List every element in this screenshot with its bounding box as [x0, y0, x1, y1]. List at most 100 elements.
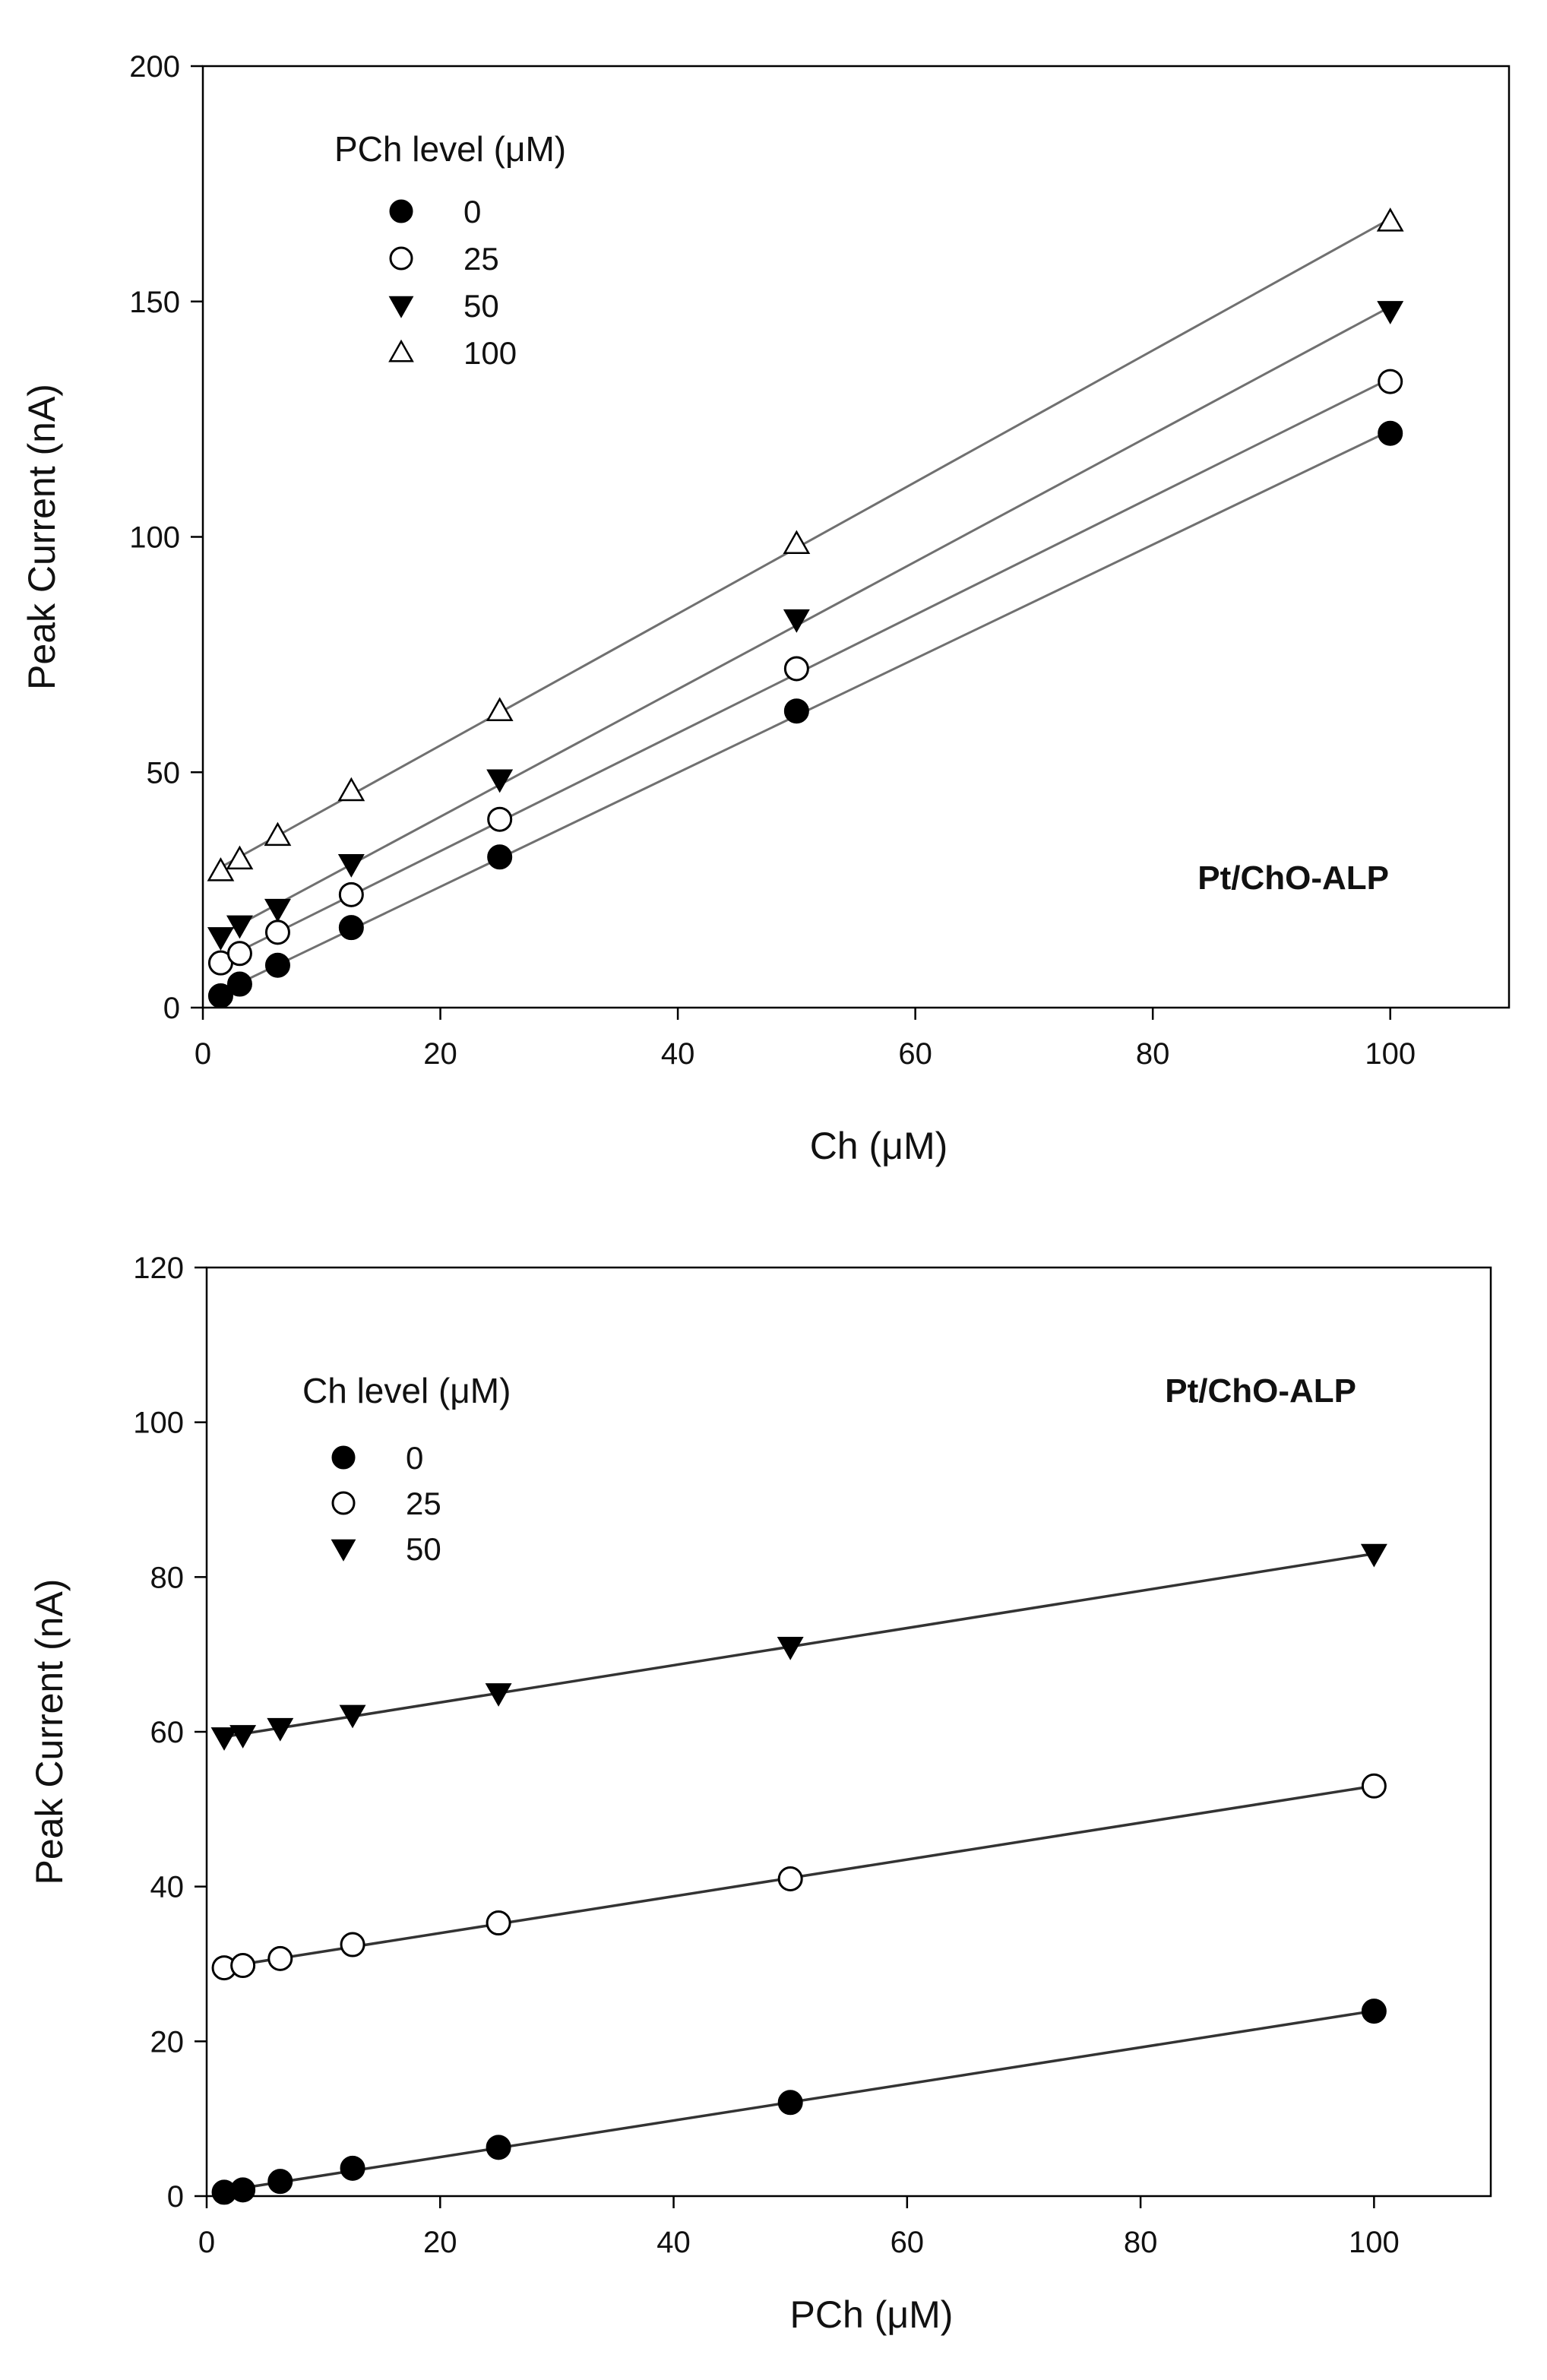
x-tick-label: 20 — [423, 1037, 457, 1071]
data-point — [264, 919, 290, 945]
legend-marker — [331, 1539, 356, 1562]
data-point — [486, 697, 514, 721]
data-point — [229, 1725, 257, 1749]
data-point — [486, 769, 514, 793]
x-axis-label: PCh (μM) — [790, 2293, 954, 2336]
data-point — [783, 698, 809, 724]
data-point — [340, 2155, 365, 2181]
data-point — [338, 881, 364, 907]
legend-marker — [389, 199, 413, 223]
y-tick-label: 0 — [163, 992, 180, 1025]
data-point — [337, 777, 365, 802]
y-tick-label: 150 — [129, 286, 180, 319]
data-point — [267, 2169, 293, 2195]
y-tick-label: 0 — [167, 2180, 184, 2214]
y-tick-label: 80 — [150, 1561, 185, 1594]
data-point — [1360, 1543, 1387, 1568]
y-tick-label: 100 — [129, 521, 180, 555]
chart-2: 0 20 40 60 80 100 0 20 40 60 80 100 120 PCh (μM) Peak … — [28, 1252, 1492, 2336]
x-tick-label: 20 — [423, 2226, 457, 2259]
data-point — [1361, 1999, 1387, 2024]
series-0 — [207, 420, 1403, 1009]
data-point — [487, 806, 513, 832]
series-100 — [207, 207, 1404, 881]
legend-label: 50 — [463, 288, 499, 324]
y-tick-label: 40 — [150, 1871, 185, 1904]
data-point — [1378, 420, 1403, 446]
legend-label: 25 — [463, 241, 499, 277]
data-point — [777, 1866, 803, 1891]
legend-title: PCh level (μM) — [334, 129, 566, 169]
legend-label: 100 — [463, 335, 517, 371]
data-point — [485, 1683, 512, 1707]
data-point — [230, 2177, 256, 2203]
fit-line — [223, 1552, 1375, 1739]
data-point — [210, 1727, 238, 1751]
data-point — [783, 656, 809, 682]
x-axis-label: Ch (μM) — [810, 1125, 948, 1167]
annotation: Pt/ChO-ALP — [1197, 859, 1389, 897]
x-tick-label: 100 — [1365, 1037, 1416, 1071]
y-axis-label: Peak Current (nA) — [28, 1579, 71, 1885]
legend-marker — [389, 246, 413, 271]
legend-marker — [331, 1445, 356, 1470]
x-tick-label: 40 — [661, 1037, 695, 1071]
y-tick-label: 20 — [150, 2025, 185, 2059]
legend-label: 25 — [406, 1486, 441, 1521]
data-point — [783, 609, 810, 633]
data-point — [264, 898, 291, 923]
data-point — [230, 1953, 256, 1979]
x-tick-label: 80 — [1124, 2226, 1158, 2259]
y-tick-label: 120 — [133, 1252, 184, 1285]
legend-label: 0 — [406, 1440, 423, 1476]
y-tick-label: 60 — [150, 1716, 185, 1749]
data-point — [783, 530, 811, 555]
data-point — [338, 915, 364, 941]
x-tick-label: 100 — [1349, 2226, 1400, 2259]
data-point — [264, 821, 292, 847]
data-point — [340, 1932, 365, 1957]
data-point — [1376, 207, 1404, 232]
data-point — [267, 1717, 294, 1742]
data-point — [226, 915, 253, 939]
series-50 — [207, 301, 1404, 951]
fit-line — [220, 217, 1391, 869]
data-point — [207, 983, 233, 1009]
y-tick-label: 100 — [133, 1407, 184, 1440]
x-tick-label: 40 — [656, 2226, 691, 2259]
series-0 — [211, 1999, 1387, 2205]
x-tick-label: 60 — [898, 1037, 932, 1071]
data-point — [1361, 1773, 1387, 1799]
data-point — [226, 971, 252, 997]
y-tick-label: 50 — [147, 756, 181, 790]
series-25 — [211, 1773, 1387, 1981]
legend-label: 0 — [463, 194, 481, 229]
y-axis-label: Peak Current (nA) — [21, 384, 63, 690]
data-point — [777, 1636, 804, 1660]
data-point — [226, 941, 252, 967]
y-tick-label: 200 — [129, 50, 180, 84]
data-point — [226, 845, 254, 870]
legend: PCh level (μM) 0 25 50 100 — [334, 129, 566, 371]
legend-label: 50 — [406, 1531, 441, 1567]
data-point — [207, 927, 234, 951]
data-point — [486, 1910, 511, 1936]
legend-marker — [388, 296, 414, 318]
x-tick-label: 0 — [198, 2226, 215, 2259]
legend: Ch level (μM) 0 25 50 — [302, 1371, 511, 1567]
fit-line — [220, 305, 1391, 936]
legend-title: Ch level (μM) — [302, 1371, 511, 1410]
annotation: Pt/ChO-ALP — [1165, 1372, 1356, 1410]
data-point — [207, 857, 235, 881]
data-point — [267, 1945, 293, 1971]
x-tick-label: 80 — [1136, 1037, 1170, 1071]
x-tick-label: 0 — [195, 1037, 211, 1071]
data-point — [487, 844, 513, 870]
data-point — [777, 2090, 803, 2116]
data-point — [486, 2135, 511, 2160]
data-point — [339, 1704, 366, 1729]
legend-marker — [331, 1491, 356, 1515]
data-point — [1377, 301, 1404, 324]
